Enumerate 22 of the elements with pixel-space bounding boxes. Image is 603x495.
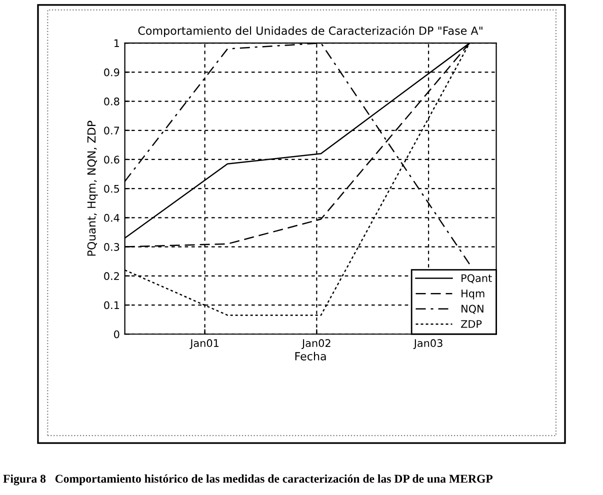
x-tick-label: Jan03 [413, 339, 442, 349]
legend-label: ZDP [461, 320, 482, 328]
chart-title: Comportamiento del Unidades de Caracterización DP "Fase A" [138, 26, 482, 38]
legend-label: PQant [462, 274, 492, 284]
y-tick-label: 0.9 [104, 68, 120, 76]
legend-label: NQN [462, 304, 484, 314]
y-tick-label: 0.2 [104, 272, 119, 280]
y-tick-label: 0.6 [104, 156, 120, 164]
x-tick-label: Jan02 [301, 339, 330, 349]
y-tick-label: 0.8 [104, 98, 120, 106]
y-tick-label: 0.7 [104, 126, 120, 134]
y-tick-label: 1 [114, 39, 119, 48]
text: Figura 8 Comportamiento histórico de las medidas de caracterización de las DP de una MERGP [3, 474, 493, 486]
y-tick-label: 0.1 [104, 301, 119, 310]
y-tick-label: 0.5 [104, 184, 120, 193]
y-axis-title: PQuant, Hqm, NQN, ZDP [87, 120, 98, 256]
x-tick-label: Jan01 [190, 339, 219, 349]
y-tick-label: 0.3 [104, 243, 120, 251]
y-tick-label: 0 [114, 330, 120, 338]
y-tick-label: 0.4 [104, 214, 120, 222]
x-axis-title: Fecha [295, 352, 326, 360]
legend-label: Hqm [462, 290, 484, 300]
